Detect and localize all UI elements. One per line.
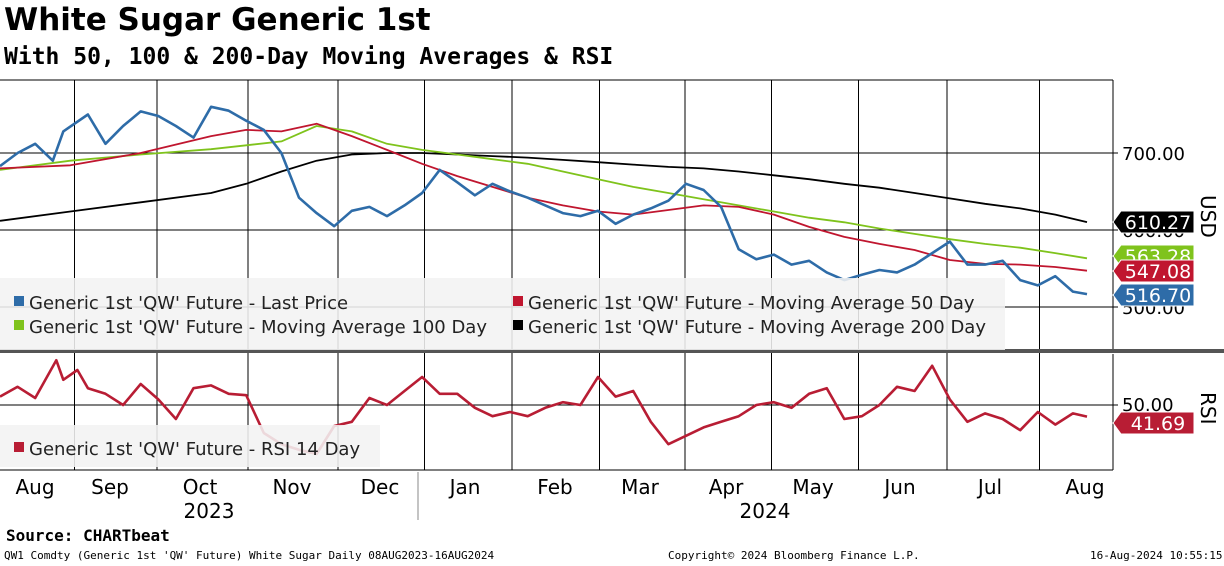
legend-label-rsi: Generic 1st 'QW' Future - RSI 14 Day	[29, 439, 360, 460]
year-label-2024: 2024	[740, 499, 791, 520]
legend-swatch-ma100	[14, 320, 24, 330]
ma50-tag-bg	[1112, 259, 1195, 283]
x-month-label: Aug	[15, 475, 54, 499]
legend-swatch-ma200	[513, 320, 523, 330]
x-month-label: Aug	[1065, 475, 1104, 499]
chart-subtitle: With 50, 100 & 200-Day Moving Averages &…	[4, 44, 614, 70]
x-month-label: Jul	[976, 475, 1002, 499]
series-line-ma50	[0, 122, 1088, 272]
legend-label-price: Generic 1st 'QW' Future - Last Price	[29, 293, 348, 314]
x-month-labels: Aug Sep Oct Nov Dec Jan Feb Mar Apr May Jun Jul Aug	[15, 475, 1104, 499]
series-line-rsi	[0, 358, 1088, 456]
ma200-tag-label: 610.27	[1125, 212, 1191, 234]
price-series	[0, 105, 1088, 296]
chart-area: Generic 1st 'QW' Future - Last Price Gen…	[0, 79, 1224, 520]
x-month-label: Nov	[272, 475, 311, 499]
ma50-tag-label: 547.08	[1125, 261, 1191, 283]
legend-swatch-ma50	[513, 296, 523, 306]
rsi-series	[0, 358, 1088, 456]
price-tag-bg	[1112, 283, 1195, 307]
series-line-ma200	[0, 152, 1088, 223]
series-line-ma100	[0, 125, 1088, 260]
series-line-price	[0, 105, 1088, 296]
year-label-2023: 2023	[184, 499, 235, 520]
x-month-label: Mar	[621, 475, 660, 499]
price-tag-label: 516.70	[1125, 285, 1191, 307]
axis-ticks	[1108, 152, 1118, 406]
price-legend: Generic 1st 'QW' Future - Last Price Gen…	[0, 278, 1005, 350]
x-month-label: May	[792, 475, 834, 499]
x-month-label: Sep	[91, 475, 129, 499]
legend-label-ma50: Generic 1st 'QW' Future - Moving Average…	[528, 293, 975, 314]
rsi-tag-bg	[1112, 411, 1195, 435]
rsi-tick-50: 50.00	[1122, 395, 1174, 416]
legend-swatch-rsi	[14, 442, 24, 452]
x-month-label: Oct	[183, 475, 218, 499]
legend-label-ma100: Generic 1st 'QW' Future - Moving Average…	[29, 317, 487, 338]
y-tick-700: 700.00	[1122, 144, 1185, 165]
x-month-label: Dec	[361, 475, 400, 499]
x-month-label: Apr	[709, 475, 744, 499]
y-axis-label-usd: USD	[1196, 195, 1220, 238]
ma200-tag-bg	[1112, 210, 1195, 234]
x-month-label: Feb	[537, 475, 572, 499]
footer-timestamp: 16-Aug-2024 10:55:15	[1090, 549, 1223, 562]
rsi-last-value-tags: 41.69	[1112, 411, 1195, 435]
legend-label-ma200: Generic 1st 'QW' Future - Moving Average…	[528, 317, 986, 338]
rsi-tag-label: 41.69	[1131, 413, 1185, 435]
legend-swatch-price	[14, 296, 24, 306]
chart-title: White Sugar Generic 1st	[4, 2, 431, 38]
x-month-label: Jun	[882, 475, 915, 499]
source-note: Source: CHARTbeat	[6, 526, 170, 545]
footer-copyright: Copyright© 2024 Bloomberg Finance L.P.	[668, 549, 920, 562]
footer-left: QW1 Comdty (Generic 1st 'QW' Future) Whi…	[4, 549, 495, 562]
vertical-gridlines	[74, 80, 1040, 470]
x-month-label: Jan	[448, 475, 481, 499]
y-axis-label-rsi: RSI	[1196, 392, 1220, 425]
rsi-legend: Generic 1st 'QW' Future - RSI 14 Day	[0, 425, 380, 467]
